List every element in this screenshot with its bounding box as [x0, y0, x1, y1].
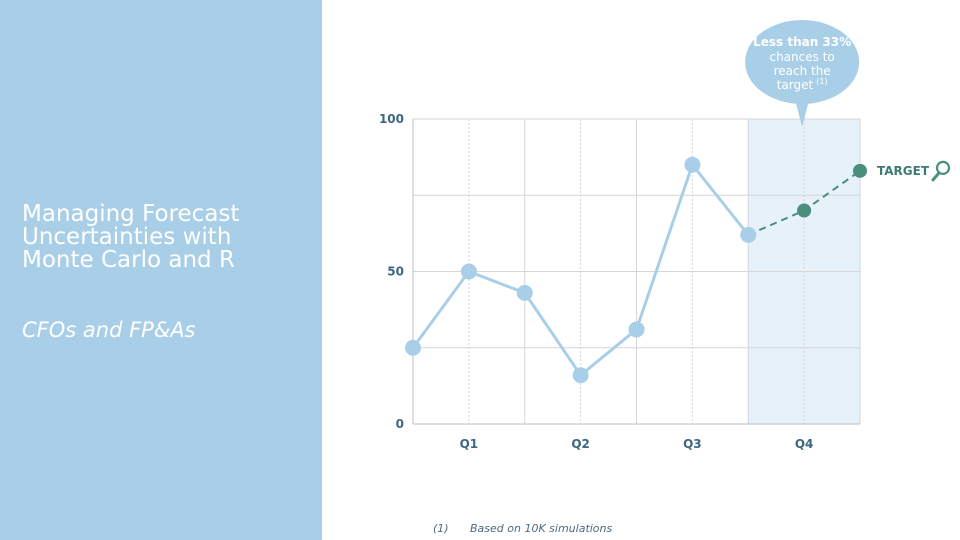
data-point — [516, 284, 533, 301]
forecast-point — [797, 203, 812, 218]
search-icon — [931, 160, 951, 182]
footnote-marker: (1) — [433, 522, 449, 535]
y-tick-label: 0 — [396, 417, 404, 431]
x-tick-label: Q2 — [571, 437, 590, 451]
data-point — [405, 339, 421, 356]
footnote-text: Based on 10K simulations — [470, 522, 613, 535]
forecast-chart: 0 50 100 Q1 Q2 Q3 Q4 TARGET Less than 33%chance… — [379, 20, 951, 451]
data-point — [740, 226, 757, 243]
slide-title: Managing Forecast Uncertainties with Mon… — [22, 201, 240, 273]
data-point — [572, 367, 589, 384]
data-point — [460, 263, 477, 280]
footnote: (1) Based on 10K simulations — [433, 522, 612, 535]
y-tick-label: 100 — [379, 112, 404, 126]
target-label: TARGET — [877, 164, 930, 178]
slide-subtitle: CFOs and FP&As — [22, 318, 196, 342]
annotation-line: reach the — [774, 64, 831, 78]
x-tick-label: Q1 — [460, 437, 479, 451]
forecast-point — [853, 163, 867, 178]
y-tick-label: 50 — [387, 265, 404, 279]
data-point — [684, 156, 701, 173]
annotation-line: chances to — [769, 50, 834, 64]
x-tick-label: Q3 — [683, 437, 702, 451]
annotation-headline: Less than 33% — [753, 35, 851, 49]
title-panel: Managing Forecast Uncertainties with Mon… — [0, 0, 322, 540]
data-point — [628, 321, 645, 338]
x-tick-label: Q4 — [795, 437, 814, 451]
